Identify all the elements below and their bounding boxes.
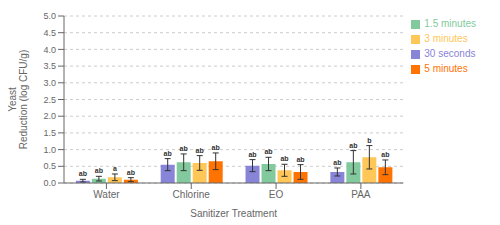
svg-text:3.0: 3.0: [43, 78, 56, 88]
svg-text:ab: ab: [127, 169, 135, 176]
svg-text:YeastReduction (log CFU/g): YeastReduction (log CFU/g): [8, 50, 29, 149]
svg-text:ab: ab: [196, 147, 204, 154]
svg-text:ab: ab: [248, 151, 256, 158]
svg-text:1.0: 1.0: [43, 145, 56, 155]
svg-text:2.5: 2.5: [43, 95, 56, 105]
svg-text:ab: ab: [381, 151, 389, 158]
svg-text:a: a: [113, 165, 117, 172]
html-text:3 minutes: 3 minutes: [424, 33, 468, 44]
svg-text:ab: ab: [212, 144, 220, 151]
html-text:5 minutes: 5 minutes: [424, 63, 468, 74]
svg-text:0.5: 0.5: [43, 161, 56, 171]
svg-text:ab: ab: [79, 170, 87, 177]
svg-text:1.5: 1.5: [43, 128, 56, 138]
svg-text:ab: ab: [264, 148, 272, 155]
svg-text:Chlorine: Chlorine: [173, 189, 211, 200]
svg-text:ab: ab: [333, 159, 341, 166]
svg-text:4.5: 4.5: [43, 28, 56, 38]
svg-text:PAA: PAA: [351, 189, 371, 200]
svg-text:ab: ab: [95, 167, 103, 174]
html-text:30 seconds: 30 seconds: [424, 48, 476, 59]
html-text:1.5 minutes: 1.5 minutes: [424, 18, 476, 29]
svg-text:0.0: 0.0: [43, 178, 56, 188]
svg-text:4.0: 4.0: [43, 45, 56, 55]
svg-text:ab: ab: [180, 145, 188, 152]
svg-text:ab: ab: [349, 142, 357, 149]
svg-text:Sanitizer Treatment: Sanitizer Treatment: [190, 208, 277, 217]
svg-text:ab: ab: [164, 150, 172, 157]
svg-text:3.5: 3.5: [43, 61, 56, 71]
svg-text:ab: ab: [280, 155, 288, 162]
svg-text:b: b: [367, 137, 371, 144]
svg-text:EO: EO: [269, 189, 284, 200]
svg-text:5.0: 5.0: [43, 11, 56, 21]
svg-text:ab: ab: [296, 156, 304, 163]
svg-text:2.0: 2.0: [43, 111, 56, 121]
svg-text:Water: Water: [93, 189, 120, 200]
